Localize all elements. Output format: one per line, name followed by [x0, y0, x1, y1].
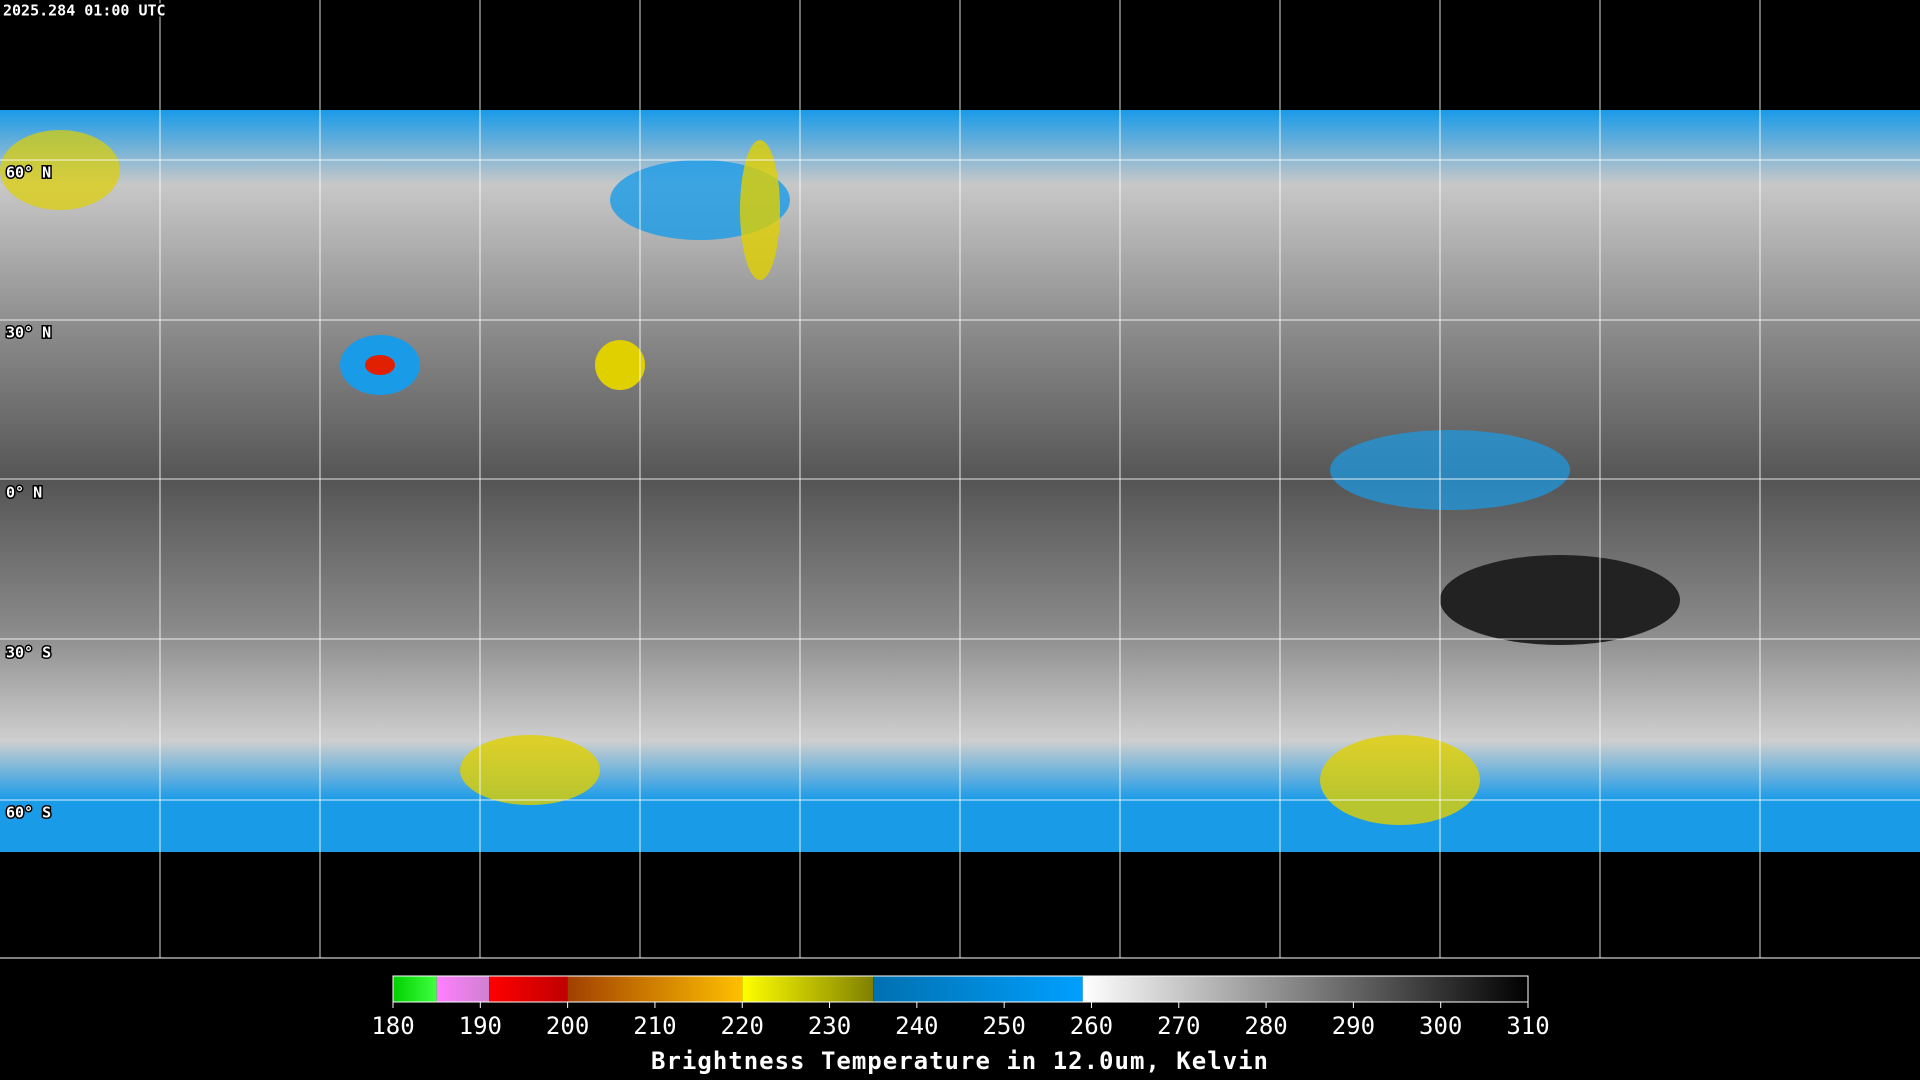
latitude-label: 0° N [6, 484, 42, 502]
latitude-label: 60° S [6, 804, 51, 822]
colorbar-tick-label: 300 [1419, 1012, 1462, 1040]
colorbar-tick-label: 220 [721, 1012, 764, 1040]
latitude-label: 30° N [6, 324, 51, 342]
colorbar-tick-label: 280 [1244, 1012, 1287, 1040]
colorbar-tick-label: 270 [1157, 1012, 1200, 1040]
colorbar-tick-label: 240 [895, 1012, 938, 1040]
colorbar-tick-label: 190 [459, 1012, 502, 1040]
colorbar-tick-label: 200 [546, 1012, 589, 1040]
colorbar-segment [393, 976, 437, 1002]
colorbar-tick-label: 310 [1506, 1012, 1549, 1040]
colorbar-segment [436, 976, 490, 1002]
colorbar-segment [489, 976, 568, 1002]
colorbar-tick-label: 210 [633, 1012, 676, 1040]
colorbar-tick-label: 290 [1332, 1012, 1375, 1040]
colorbar-tick-label: 250 [982, 1012, 1025, 1040]
colorbar-tick-label: 180 [371, 1012, 414, 1040]
colorbar-segment [567, 976, 743, 1002]
graticule [0, 0, 1920, 959]
colorbar-tick-label: 260 [1070, 1012, 1113, 1040]
colorbar-segment [873, 976, 1083, 1002]
latitude-label: 60° N [6, 164, 51, 182]
colorbar-segment [1082, 976, 1528, 1002]
latitude-label: 30° S [6, 644, 51, 662]
colorbar-segment [742, 976, 874, 1002]
colorbar-frame [392, 975, 1529, 1003]
colorbar-title: Brightness Temperature in 12.0um, Kelvin [651, 1047, 1269, 1075]
colorbar-tick-label: 230 [808, 1012, 851, 1040]
timestamp: 2025.284 01:00 UTC [3, 2, 166, 20]
